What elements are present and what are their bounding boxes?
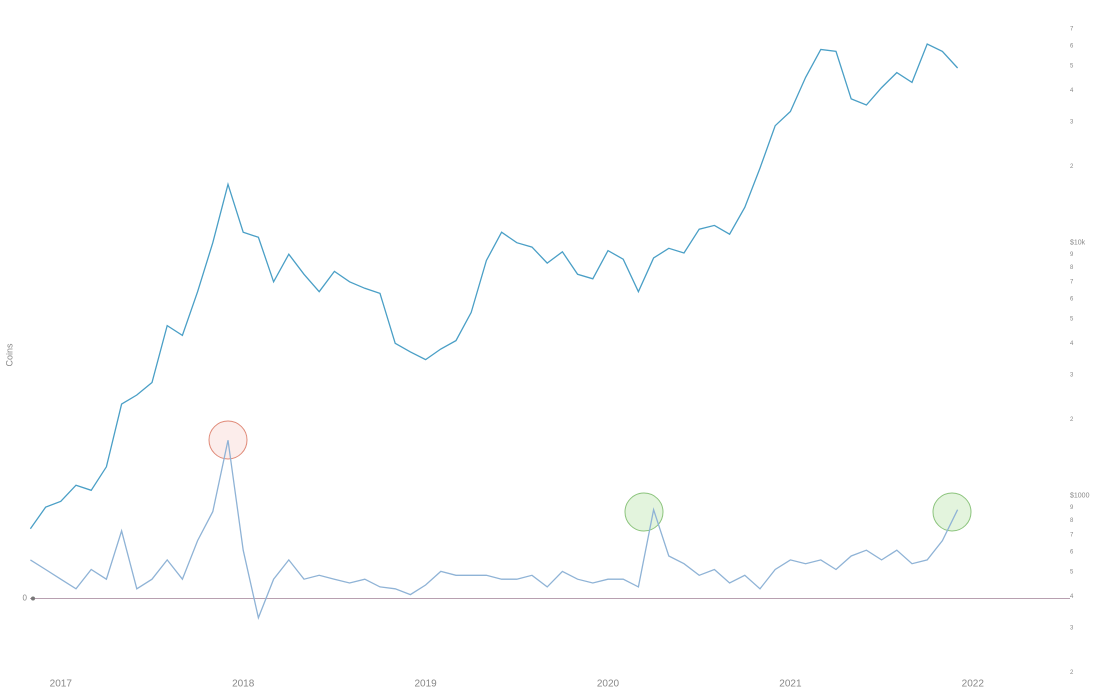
highlight-bottom xyxy=(932,492,972,532)
zero-dot xyxy=(31,596,35,601)
y-tick-label: 5 xyxy=(1070,63,1074,69)
y-tick-label: 7 xyxy=(1070,279,1074,285)
y-tick-label: 6 xyxy=(1070,549,1074,555)
y-tick-label: 4 xyxy=(1070,594,1074,600)
y-tick-label: 3 xyxy=(1070,120,1074,126)
y-tick-label: 8 xyxy=(1070,265,1074,271)
highlight-bottom xyxy=(624,492,664,532)
y2-axis-label: Coins xyxy=(4,343,14,367)
y-tick-label: 5 xyxy=(1070,569,1074,575)
y-tick-label: 3 xyxy=(1070,373,1074,379)
y-tick-label: 7 xyxy=(1070,26,1074,32)
y-tick-label: 6 xyxy=(1070,296,1074,302)
y-tick-label: 6 xyxy=(1070,43,1074,49)
y-tick-label: 8 xyxy=(1070,518,1074,524)
series-line xyxy=(29,43,959,530)
x-tick-label: 2020 xyxy=(597,679,620,690)
x-tick-label: 2019 xyxy=(414,679,437,690)
x-tick-label: 2021 xyxy=(779,679,802,690)
y-tick-label: 4 xyxy=(1070,88,1074,94)
series-line xyxy=(30,440,959,621)
highlight-top xyxy=(208,420,248,460)
y-tick-label: 9 xyxy=(1070,252,1074,258)
x-tick-label: 2018 xyxy=(232,679,255,690)
x-tick-label: 2022 xyxy=(962,679,985,690)
y-tick-label: $1000 xyxy=(1070,493,1090,500)
y-tick-label: 5 xyxy=(1070,316,1074,322)
y-tick-label: $10k xyxy=(1070,239,1086,246)
y-tick-label: 2 xyxy=(1070,164,1074,170)
y2-tick-label: 0 xyxy=(23,594,28,603)
y-tick-label: 4 xyxy=(1070,341,1074,347)
x-tick-label: 2017 xyxy=(50,679,73,690)
y-tick-label: 3 xyxy=(1070,626,1074,632)
y-tick-label: 9 xyxy=(1070,505,1074,511)
y-tick-label: 2 xyxy=(1070,417,1074,423)
y-tick-label: 2 xyxy=(1070,670,1074,676)
y-tick-label: 7 xyxy=(1070,532,1074,538)
